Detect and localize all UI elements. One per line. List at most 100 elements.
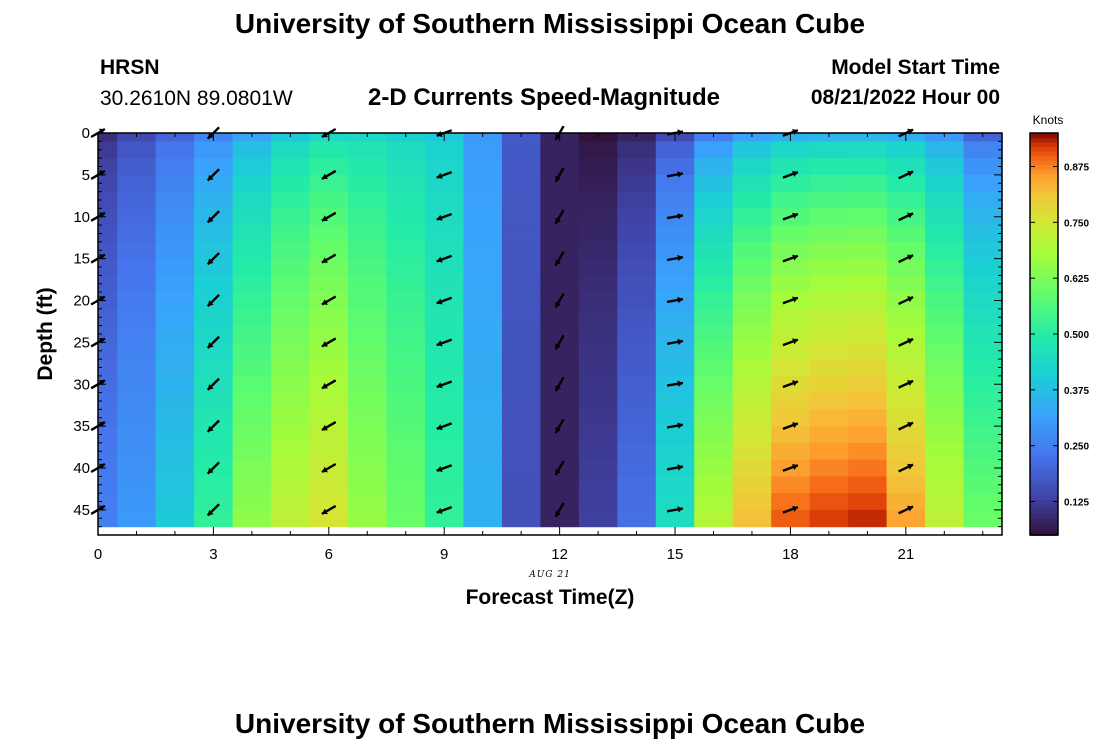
heatmap-cell <box>155 476 195 494</box>
heatmap-cell <box>848 308 888 327</box>
heatmap-cell <box>617 208 657 226</box>
current-arrow <box>554 292 565 309</box>
heatmap-cell <box>386 258 426 276</box>
heatmap-cell <box>732 133 772 142</box>
heatmap-cell <box>694 442 734 461</box>
heatmap-cell <box>117 426 157 444</box>
heatmap-cell <box>578 392 618 410</box>
current-arrow <box>898 170 914 180</box>
heatmap-cell <box>694 292 734 310</box>
heatmap-cell <box>386 325 426 343</box>
heatmap-cell <box>848 241 888 260</box>
heatmap-cell <box>732 325 772 343</box>
heatmap-cell <box>194 191 234 209</box>
heatmap-cell <box>540 359 580 377</box>
colorbar-segment <box>1030 213 1058 219</box>
heatmap-cell <box>617 426 657 444</box>
colorbar-segment <box>1030 150 1058 157</box>
heatmap-cell <box>655 409 695 427</box>
heatmap-cell <box>309 325 349 343</box>
colorbar-segment <box>1030 262 1058 268</box>
heatmap-cell <box>540 442 580 461</box>
heatmap-cell <box>617 342 657 360</box>
colorbar-segment <box>1030 347 1058 353</box>
heatmap-cell <box>732 308 772 327</box>
heatmap-cell <box>809 258 849 276</box>
heatmap-cell <box>501 459 541 477</box>
heatmap-cell <box>348 442 388 461</box>
heatmap-cell <box>809 141 849 159</box>
heatmap-cell <box>194 174 234 193</box>
colorbar-segment <box>1030 508 1058 514</box>
heatmap-cell <box>232 208 272 226</box>
colorbar-segment <box>1030 441 1058 447</box>
heatmap-cell <box>117 359 157 377</box>
heatmap-cell <box>117 174 157 193</box>
heatmap-cell <box>848 225 888 243</box>
heatmap-cell <box>540 325 580 343</box>
heatmap-cell <box>348 459 388 477</box>
heatmap-cell <box>271 275 311 293</box>
heatmap-cell <box>809 342 849 360</box>
heatmap-cell <box>424 258 465 276</box>
heatmap-cell <box>694 342 734 360</box>
colorbar-segment <box>1030 235 1058 241</box>
heatmap-cell <box>501 493 541 511</box>
heatmap-cell <box>771 392 811 410</box>
colorbar-segment <box>1030 253 1058 259</box>
heatmap-cell <box>925 476 965 494</box>
colorbar-segment <box>1030 222 1058 228</box>
heatmap-cell <box>655 225 695 243</box>
x-tick-label: 21 <box>897 546 914 563</box>
heatmap-cell <box>732 258 772 276</box>
heatmap-cell <box>809 225 849 243</box>
colorbar-segment <box>1030 369 1058 375</box>
colorbar-segment <box>1030 494 1058 501</box>
y-tick-label: 10 <box>73 209 90 226</box>
heatmap-cell <box>617 476 657 494</box>
heatmap-cell <box>194 342 234 360</box>
heatmap-cell <box>694 476 734 494</box>
heatmap-cell <box>771 225 811 243</box>
y-tick-label: 25 <box>73 334 90 351</box>
heatmap-cell <box>155 325 195 343</box>
heatmap-cell <box>578 359 618 377</box>
heatmap-cell <box>309 174 349 193</box>
current-arrow <box>666 380 684 387</box>
colorbar-segment <box>1030 436 1058 442</box>
current-arrow <box>782 505 799 514</box>
heatmap-cell <box>809 509 849 528</box>
colorbar-segment <box>1030 401 1058 407</box>
heatmap-cell <box>617 493 657 511</box>
colorbar-segment <box>1030 387 1058 393</box>
colorbar-segment <box>1030 481 1058 487</box>
heatmap-cell <box>732 292 772 310</box>
page-title: University of Southern Mississippi Ocean… <box>234 8 866 39</box>
heatmap-cell <box>463 325 503 343</box>
heatmap-cell <box>886 241 926 260</box>
heatmap-cell <box>424 359 465 377</box>
heatmap-cell <box>424 325 465 343</box>
current-arrow <box>206 419 220 433</box>
heatmap-cell <box>348 225 388 243</box>
heatmap-cell <box>309 342 349 360</box>
heatmap-cell <box>886 275 926 293</box>
heatmap-cell <box>424 493 465 511</box>
heatmap-cell <box>694 258 734 276</box>
x-tick-label: 12 <box>551 546 568 563</box>
heatmap-cell <box>578 292 618 310</box>
current-arrow <box>436 505 453 514</box>
heatmap-cell <box>424 275 465 293</box>
y-tick-label: 20 <box>73 293 90 310</box>
heatmap-cell <box>309 493 349 511</box>
heatmap-cell <box>886 359 926 377</box>
heatmap-cell <box>886 409 926 427</box>
heatmap-cell <box>809 442 849 461</box>
heatmap-cell <box>655 509 695 528</box>
heatmap-cell <box>155 292 195 310</box>
heatmap-cell <box>386 509 426 528</box>
current-arrow <box>782 338 799 347</box>
current-arrow <box>206 335 220 349</box>
heatmap-cell <box>155 258 195 276</box>
heatmap-cell <box>655 392 695 410</box>
